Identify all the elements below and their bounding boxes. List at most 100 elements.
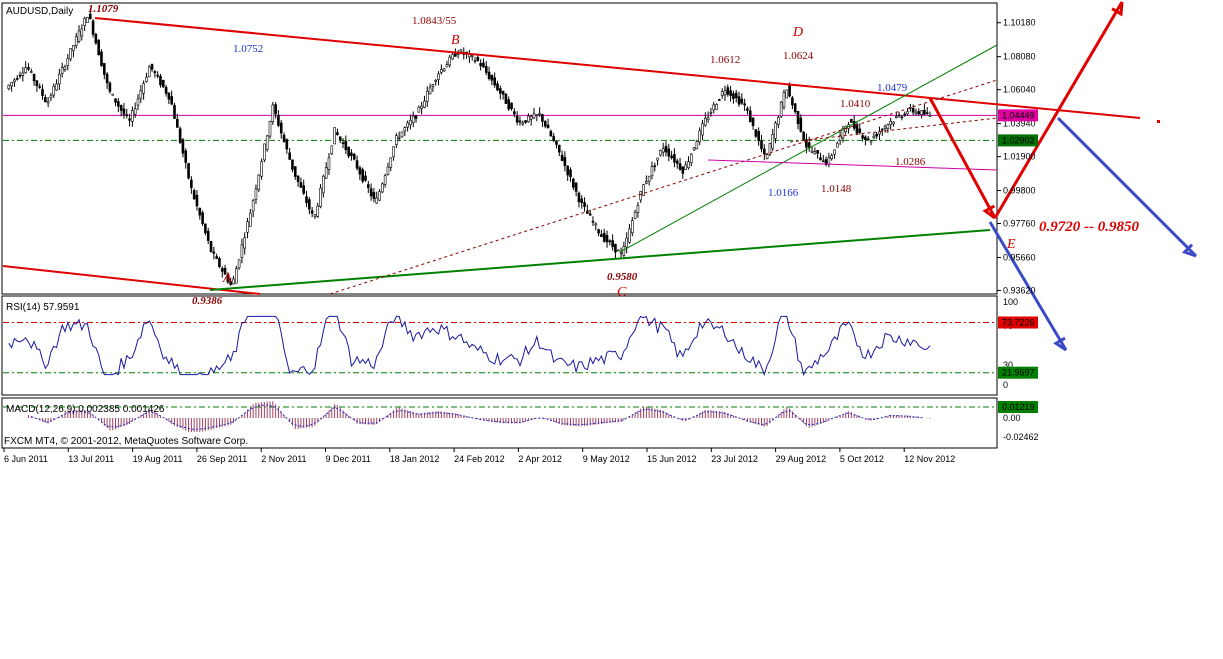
candle-body (277, 114, 280, 126)
candle-body (74, 36, 78, 46)
date-label: 15 Jun 2012 (647, 454, 697, 464)
candle-body (833, 149, 836, 155)
candle-body (198, 207, 202, 216)
candle-body (698, 130, 702, 143)
candle-body (310, 210, 314, 214)
candle-body (791, 97, 794, 106)
candle-body (372, 192, 376, 199)
candle-body (886, 124, 890, 130)
candle-body (751, 117, 755, 126)
candle-body (147, 66, 151, 78)
candle-body (880, 128, 884, 131)
price-annotation: 1.0612 (710, 54, 740, 66)
candle-body (588, 213, 592, 216)
candle-body (830, 155, 834, 159)
candle-body (782, 92, 786, 108)
candle-body (802, 131, 805, 140)
candle-body (850, 119, 853, 123)
candle-body (476, 56, 480, 61)
candle-body (456, 53, 460, 56)
candle-body (878, 131, 881, 135)
candle-body (63, 66, 67, 70)
candle-body (271, 104, 275, 122)
candle-body (260, 161, 263, 177)
candle-body (605, 234, 609, 243)
price-tick-label: 1.06040 (1003, 85, 1036, 95)
pink-support-line (707, 159, 998, 171)
candle-body (170, 96, 174, 105)
candle-body (903, 113, 907, 116)
candle-body (448, 56, 452, 66)
candle-body (184, 150, 188, 163)
candle-body (622, 246, 626, 256)
macd-tick-label: -0.02462 (1003, 432, 1039, 442)
candle-body (246, 221, 249, 233)
candle-body (381, 183, 384, 193)
candle-body (645, 181, 648, 184)
candle-body (249, 212, 252, 227)
candle-body (111, 93, 115, 96)
rsi-badge (998, 316, 1038, 329)
price-tick-label: 1.03940 (1003, 119, 1036, 129)
candle-body (355, 160, 359, 169)
candle-body (521, 122, 525, 125)
candle-body (743, 103, 746, 106)
candle-body (510, 102, 513, 109)
candle-body (420, 105, 423, 109)
candle-body (583, 202, 586, 207)
candle-body (704, 118, 707, 126)
date-label: 29 Aug 2012 (776, 454, 827, 464)
candle-body (24, 67, 27, 73)
date-label: 6 Jun 2011 (4, 454, 48, 464)
candle-body (305, 196, 308, 203)
candle-body (768, 143, 772, 155)
candle-body (498, 88, 502, 94)
candle-body (88, 13, 92, 20)
candle-body (563, 157, 567, 166)
price-annotation: 1.0479 (877, 82, 908, 94)
candle-body (159, 75, 162, 86)
price-badge-label: 1.02902 (1002, 135, 1035, 145)
candle-body (316, 205, 320, 217)
candle-body (234, 268, 238, 284)
candle-body (777, 117, 780, 125)
candle-body (150, 63, 154, 70)
candle-body (338, 136, 342, 141)
candle-body (176, 118, 179, 128)
date-label: 12 Nov 2012 (904, 454, 955, 464)
candle-body (824, 159, 828, 165)
candle-body (810, 150, 814, 153)
candle-body (614, 243, 617, 253)
candle-body (133, 108, 137, 115)
candle-body (319, 187, 322, 207)
price-annotation: 1.1079 (88, 3, 119, 15)
candle-body (484, 65, 488, 73)
candle-body (524, 120, 527, 123)
candle-body (411, 115, 415, 123)
candle-body (265, 135, 269, 150)
candle-body (327, 157, 331, 170)
green-channel-line (619, 44, 998, 253)
candle-body (715, 104, 718, 110)
candle-body (414, 115, 418, 119)
red-down-arrow (928, 97, 997, 219)
candle-body (560, 154, 564, 161)
candle-body (206, 230, 210, 241)
candle-body (737, 96, 741, 105)
candle-body (454, 53, 457, 57)
candle-body (765, 154, 769, 159)
candle-body (322, 175, 325, 194)
date-label: 18 Jan 2012 (390, 454, 440, 464)
candle-body (72, 45, 75, 52)
candle-body (366, 184, 370, 189)
candle-body (114, 98, 117, 103)
candle-body (257, 174, 261, 191)
candle-body (771, 134, 775, 149)
wave-label: D (792, 25, 803, 40)
macd-title: MACD(12,26,9) 0.002385 0.001426 (6, 404, 165, 415)
date-label: 9 May 2012 (583, 454, 630, 464)
candle-body (473, 60, 477, 62)
candle-body (630, 220, 634, 234)
candle-body (274, 104, 277, 115)
price-annotation: 1.0286 (895, 156, 926, 168)
